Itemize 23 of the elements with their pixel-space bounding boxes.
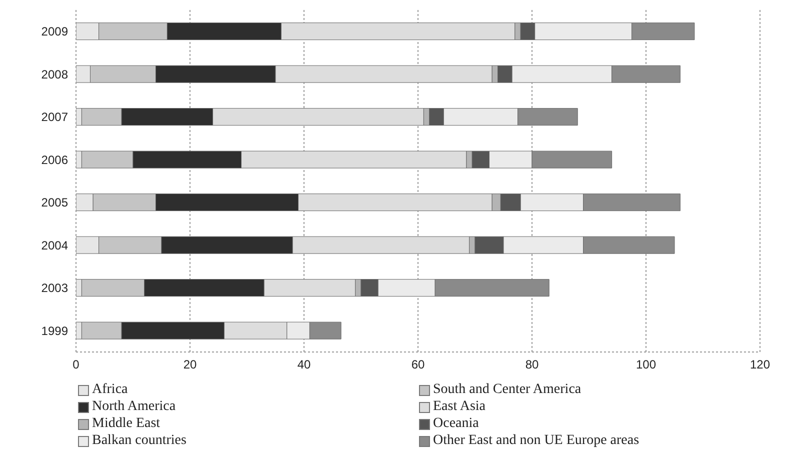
legend-label: Oceania [433,416,479,432]
legend-label: Balkan countries [92,433,186,449]
legend-label: East Asia [433,399,486,415]
x-tick-label: 20 [183,358,197,372]
x-tick-label: 0 [72,358,80,372]
x-tick-label: 100 [636,358,656,372]
legend-label: Other East and non UE Europe areas [433,433,640,449]
y-tick-label: 2005 [41,196,68,210]
legend-label: Middle East [92,416,160,432]
legend-label: Africa [92,382,128,398]
y-tick-label: 2006 [41,152,68,167]
y-tick-label: 1999 [41,324,68,338]
y-tick-label: 2008 [41,67,68,82]
legend-label: South and Center America [433,382,582,398]
y-tick-label: 2009 [41,24,68,39]
y-tick-label: 2003 [41,281,68,296]
x-tick-label: 60 [411,358,425,372]
y-tick-label: 2004 [41,238,68,252]
x-tick-label: 120 [750,358,770,372]
x-tick-label: 80 [525,358,539,372]
y-tick-label: 2007 [41,110,68,124]
x-tick-label: 40 [297,358,311,372]
legend-label: North America [92,399,176,415]
